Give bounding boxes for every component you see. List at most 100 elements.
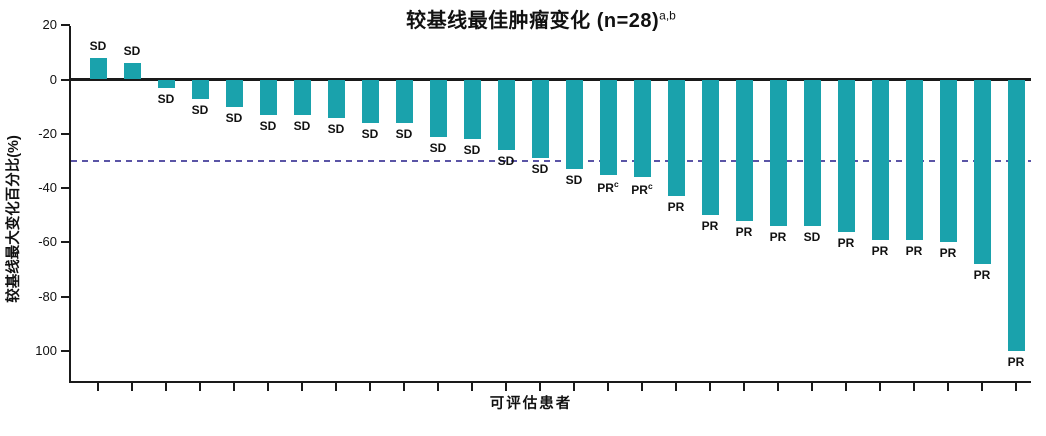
bar-response-label: SD [448,143,496,157]
chart-title-text: 较基线最佳肿瘤变化 (n=28) [406,10,660,32]
bar-response-label: SD [380,127,428,141]
x-tick [573,383,575,391]
x-tick [777,383,779,391]
response-text: PR [837,235,855,250]
x-tick [709,383,711,391]
x-tick [403,383,405,391]
y-tick-label: -60 [38,234,57,250]
bar-response-label: PR [890,244,938,258]
x-tick [845,383,847,391]
response-text: SD [157,91,175,106]
bar [429,79,447,137]
bar [259,79,277,115]
x-tick [879,383,881,391]
bar [633,79,651,178]
response-text: SD [293,118,311,133]
bar [225,79,243,107]
bar-response-label: PR [652,200,700,214]
response-text: SD [803,230,821,245]
x-tick [947,383,949,391]
x-tick [97,383,99,391]
response-superscript: c [647,181,653,192]
response-text: PR [973,268,991,283]
x-tick [437,383,439,391]
bar [1007,79,1025,351]
bar-response-label: PRc [584,179,632,195]
bar [973,79,991,265]
zero-baseline [71,78,1031,81]
x-tick [335,383,337,391]
bar [599,79,617,175]
y-tick-label: -20 [38,125,57,141]
x-tick [641,383,643,391]
y-tick [61,187,70,190]
y-axis-line [69,26,71,381]
response-text: SD [565,173,583,188]
y-tick-label: -40 [38,180,57,196]
bar [89,57,107,80]
response-text: PR [735,224,753,239]
x-tick [811,383,813,391]
bar-response-label: PR [822,236,870,250]
bar-response-label: SD [244,119,292,133]
response-text: PR [597,180,614,195]
bar [497,79,515,151]
response-text: PR [667,200,685,215]
bar [123,63,141,80]
response-text: PR [701,219,719,234]
bar [327,79,345,118]
bar-response-label: SD [278,119,326,133]
x-axis-line [69,381,1031,383]
bar-response-label: SD [108,44,156,58]
bar [157,79,175,88]
bar-response-label: SD [210,111,258,125]
bar [837,79,855,232]
y-tick-label: -80 [38,288,57,304]
bar-response-label: PR [754,230,802,244]
bar-response-label: SD [312,122,360,136]
bar-response-label: PR [958,268,1006,282]
response-superscript: c [613,178,619,189]
bar-response-label: SD [482,154,530,168]
y-tick [61,350,70,352]
x-tick [267,383,269,391]
x-tick [539,383,541,391]
bar-response-label: SD [550,173,598,187]
chart-title-superscript: a,b [659,8,676,23]
bar-response-label: SD [516,162,564,176]
response-text: PR [1007,355,1025,369]
response-text: PR [871,243,889,258]
bar-response-label: SD [346,127,394,141]
response-text: PR [769,230,787,245]
x-tick [131,383,133,391]
response-text: SD [123,44,141,59]
bar-response-label: SD [176,103,224,117]
x-tick [369,383,371,391]
bar-response-label: SD [788,230,836,244]
bar-response-label: PR [686,219,734,233]
x-tick [1015,383,1017,391]
bar [463,79,481,140]
response-text: SD [361,126,379,141]
x-tick [471,383,473,391]
x-tick [607,383,609,391]
bar-response-label: PR [924,246,972,260]
response-text: PR [905,243,923,258]
response-text: SD [225,110,243,125]
x-tick [913,383,915,391]
bar [871,79,889,240]
bar [667,79,685,197]
bar [395,79,413,123]
chart-title: 较基线最佳肿瘤变化 (n=28)a,b [71,4,1011,33]
response-text: SD [259,118,277,133]
y-tick [61,295,70,298]
y-tick [61,241,70,244]
bar [701,79,719,216]
bar [803,79,821,227]
y-tick [61,78,70,81]
response-text: SD [531,162,549,177]
bar [735,79,753,221]
y-tick-label: 20 [42,17,57,33]
response-text: PR [939,246,957,261]
